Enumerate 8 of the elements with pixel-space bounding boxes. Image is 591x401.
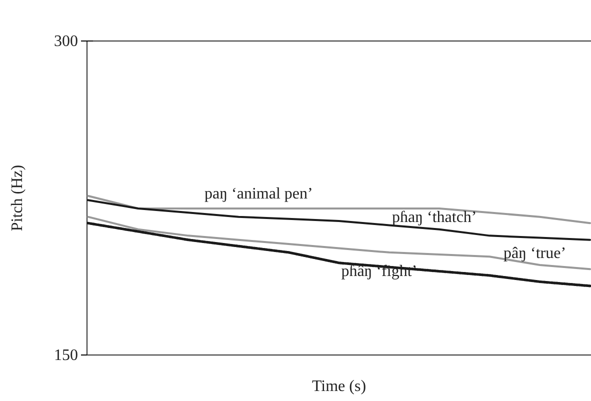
y-axis-title: Pitch (Hz) [9, 164, 26, 232]
series-label: pâŋ ‘true’ [504, 245, 566, 262]
x-axis-title: Time (s) [312, 378, 366, 395]
series-label: pɦâŋ ‘fight’ [341, 263, 418, 280]
y-tick-label: 300 [54, 33, 78, 50]
series-label: paŋ ‘animal pen’ [204, 185, 313, 202]
y-tick-label: 150 [54, 347, 78, 364]
series-label: pɦaŋ ‘thatch’ [392, 208, 477, 226]
